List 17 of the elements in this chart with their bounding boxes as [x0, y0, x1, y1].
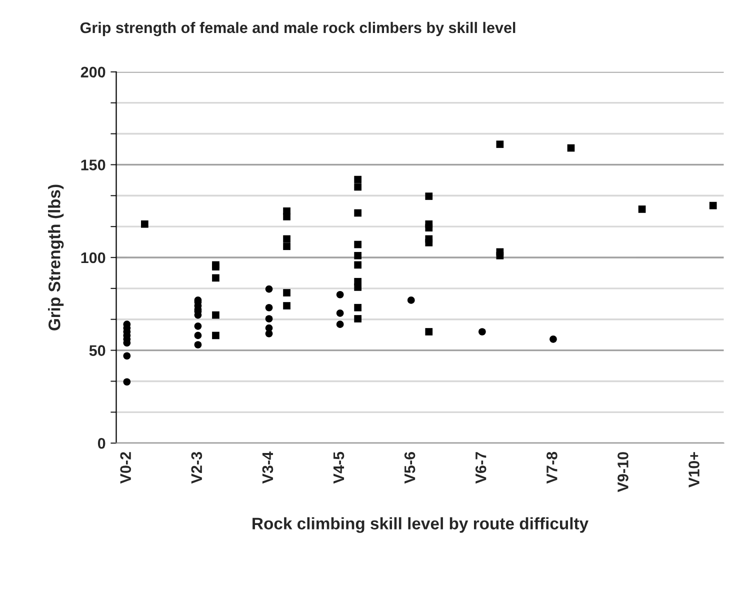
y-tick-label: 200 — [80, 66, 106, 78]
y-tick-label: 100 — [81, 252, 106, 264]
x-axis-title: Rock climbing skill level by route difficulty — [252, 517, 588, 533]
y-tick-label: 150 — [81, 160, 106, 170]
x-tick-label: V7-8 — [546, 452, 558, 484]
x-tick-label: V0-2 — [120, 452, 132, 484]
x-tick-label: V2-3 — [191, 452, 202, 484]
x-tick-label: V6-7 — [475, 452, 486, 484]
y-axis-title: Grip Strength (lbs) — [48, 184, 64, 330]
x-tick-label: V3-4 — [262, 452, 274, 484]
x-tick-label: V10+ — [688, 452, 700, 488]
y-tick-label: 50 — [89, 345, 106, 356]
x-tick-label: V5-6 — [404, 452, 416, 484]
y-tick-label: 0 — [98, 438, 106, 449]
x-tick-label: V9-10 — [618, 452, 628, 492]
chart-title: Grip strength of female and male rock climbers by skill level — [80, 22, 516, 36]
x-tick-label: V4-5 — [334, 452, 344, 484]
